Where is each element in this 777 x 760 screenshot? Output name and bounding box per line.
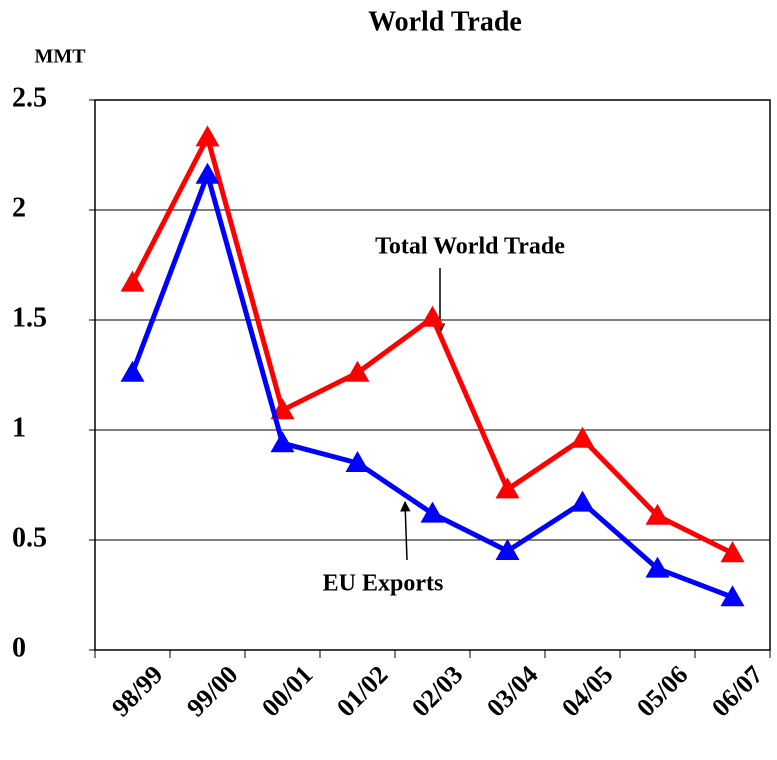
- marker: [570, 426, 595, 448]
- marker: [270, 431, 295, 453]
- x-tick-label: 03/04: [481, 660, 543, 722]
- annotation-arrow: [400, 500, 411, 561]
- x-tick-label: 06/07: [706, 660, 768, 722]
- marker: [420, 501, 445, 523]
- y-tick-label: 2.5: [12, 82, 47, 113]
- marker: [495, 477, 520, 499]
- marker: [195, 125, 220, 147]
- marker: [720, 585, 745, 607]
- x-tick-label: 02/03: [406, 660, 468, 722]
- x-tick-label: 05/06: [631, 660, 693, 722]
- marker: [345, 451, 370, 472]
- marker: [495, 539, 520, 560]
- y-tick-label: 0.5: [12, 522, 47, 553]
- y-tick-label: 2: [12, 192, 26, 223]
- x-tick-label: 04/05: [556, 660, 618, 722]
- y-axis-label: MMT: [34, 46, 86, 68]
- annotation: Total World Trade: [375, 234, 565, 260]
- series-line: [130, 130, 734, 556]
- y-tick-label: 1.5: [12, 302, 47, 333]
- marker: [120, 270, 145, 292]
- chart-title: World Trade: [368, 6, 522, 37]
- x-tick-label: 01/02: [331, 660, 393, 722]
- marker: [345, 360, 370, 382]
- marker: [645, 556, 670, 578]
- y-tick-label: 1: [12, 412, 26, 443]
- marker: [195, 162, 220, 184]
- x-tick-label: 99/00: [181, 660, 243, 722]
- marker: [720, 541, 745, 563]
- annotation: EU Exports: [323, 571, 444, 597]
- marker: [645, 503, 670, 525]
- x-tick-label: 98/99: [106, 660, 168, 722]
- marker: [420, 305, 445, 327]
- marker: [120, 360, 145, 382]
- x-tick-label: 00/01: [256, 660, 318, 722]
- y-tick-label: 0: [12, 632, 26, 663]
- plot-frame: [94, 99, 771, 651]
- marker: [570, 490, 595, 512]
